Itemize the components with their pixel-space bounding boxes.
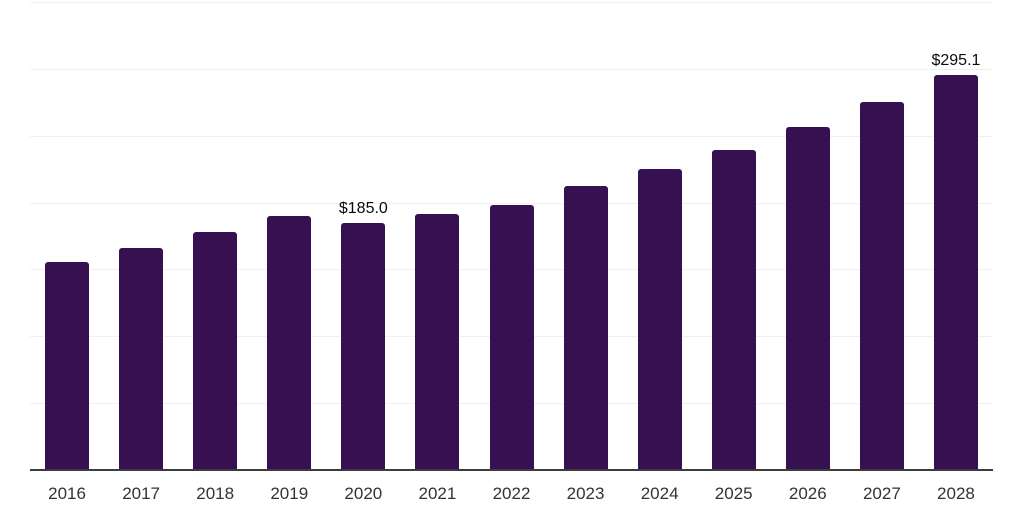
x-tick-label-2016: 2016 [48, 484, 86, 503]
bar-2022 [489, 204, 534, 470]
x-tick-label-2027: 2027 [862, 484, 901, 503]
x-tick-label-2022: 2022 [492, 484, 531, 503]
bar-2027 [859, 102, 904, 470]
gridline [30, 68, 993, 70]
x-tick-label-2018: 2018 [196, 484, 235, 503]
x-tick-label-2026: 2026 [788, 484, 827, 503]
x-tick-label-2017: 2017 [122, 484, 161, 503]
x-tick-label-2025: 2025 [714, 484, 753, 503]
bar-2020 [341, 222, 386, 470]
x-tick-label-2020: 2020 [344, 484, 383, 503]
bar-2025 [711, 150, 756, 470]
gridline [30, 202, 993, 204]
x-axis-line [30, 469, 993, 471]
x-tick-label-2023: 2023 [566, 484, 605, 503]
gridline [30, 135, 993, 137]
bar-2016 [45, 261, 90, 470]
bar-value-label-2028: $295.1 [931, 52, 981, 70]
bar-2028 [933, 75, 978, 470]
x-tick-label-2019: 2019 [270, 484, 309, 503]
bar-2017 [119, 248, 164, 470]
bar-2024 [637, 169, 682, 470]
x-tick-label-2028: 2028 [937, 484, 975, 503]
bar-2026 [785, 127, 830, 470]
bar-2019 [267, 215, 312, 470]
bar-2023 [563, 185, 608, 470]
gridline [30, 2, 993, 3]
x-tick-label-2024: 2024 [640, 484, 679, 503]
bar-value-label-2020: $185.0 [338, 199, 388, 217]
x-tick-label-2021: 2021 [418, 484, 457, 503]
bar-2021 [415, 213, 460, 470]
bar-2018 [193, 231, 238, 470]
